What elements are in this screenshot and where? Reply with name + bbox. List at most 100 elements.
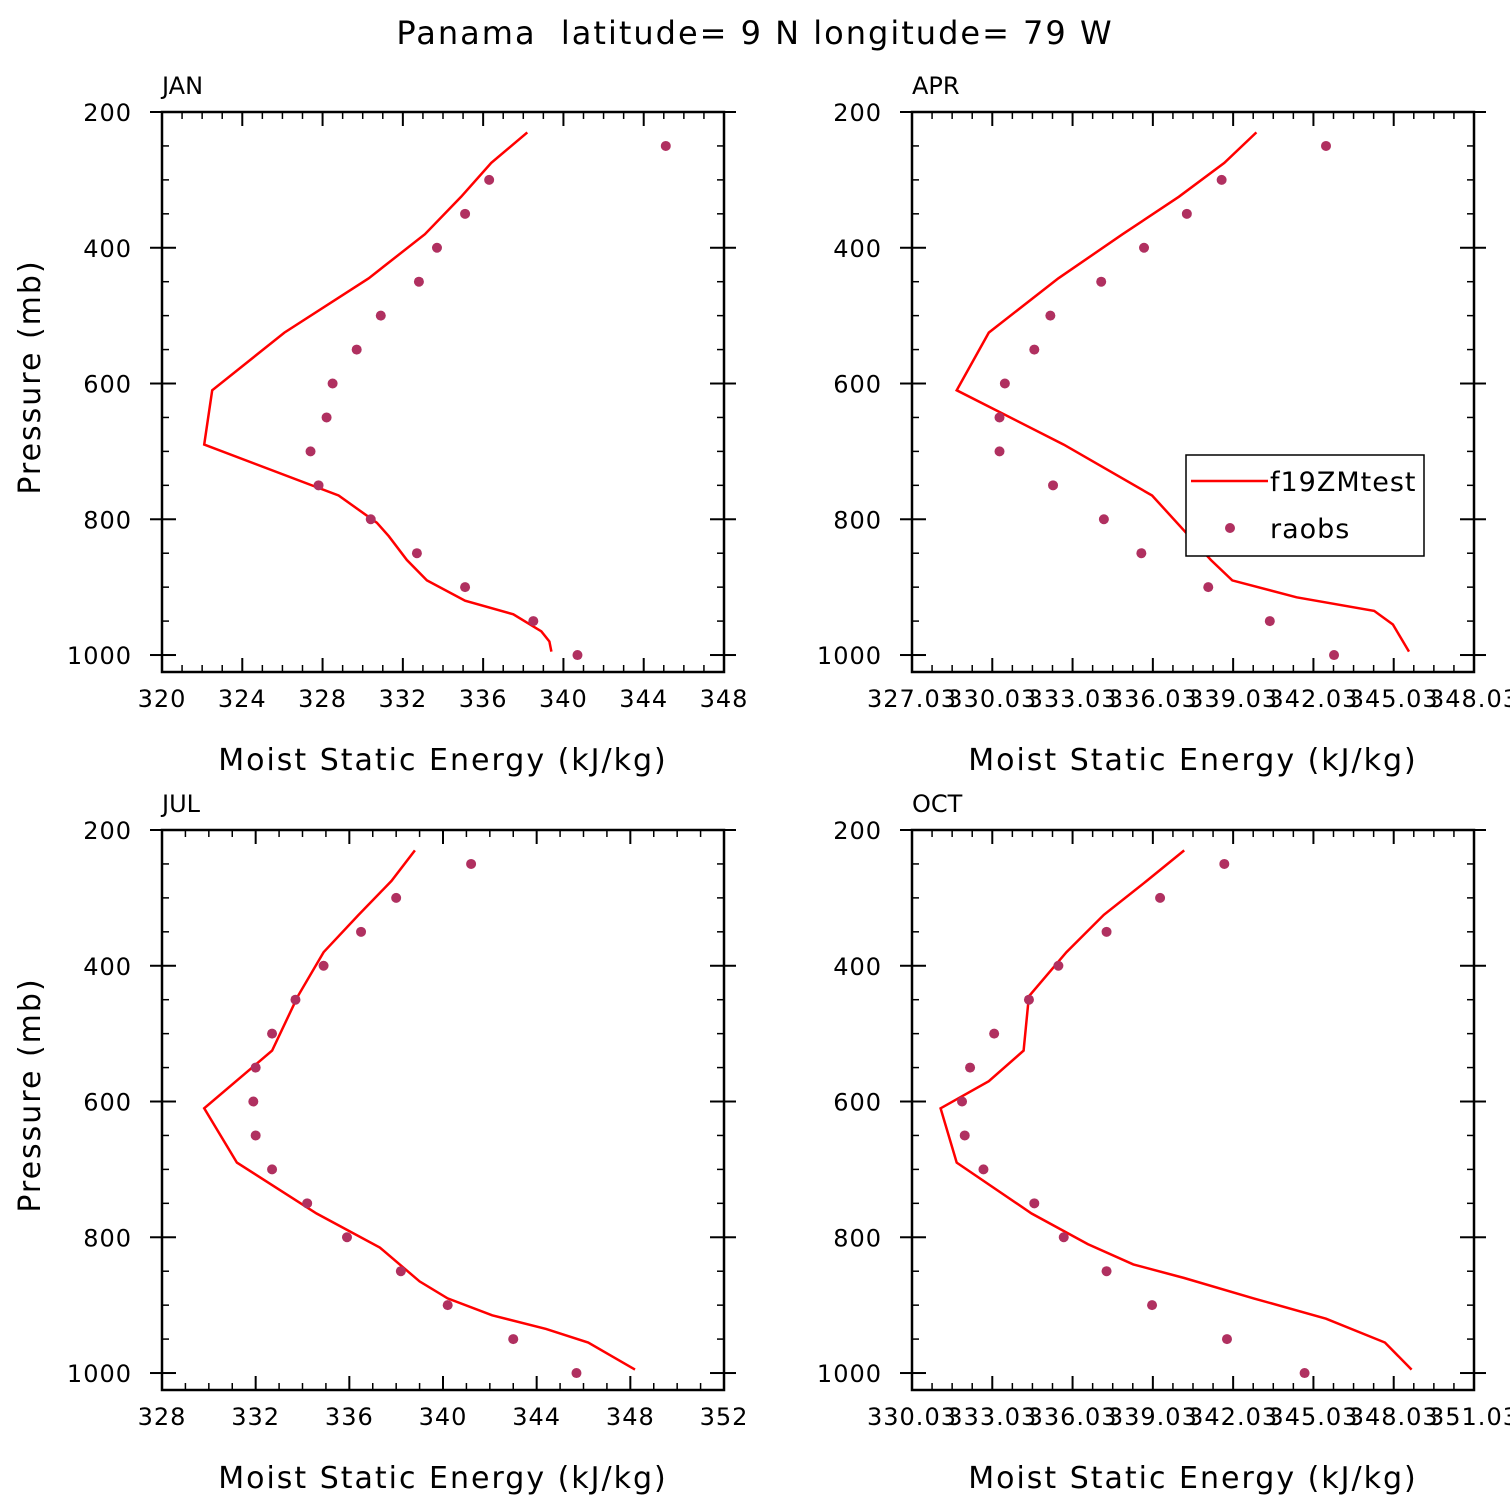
x-tick-label: 336.03 bbox=[1108, 685, 1198, 713]
y-tick-label: 400 bbox=[83, 235, 132, 263]
legend-label-model: f19ZMtest bbox=[1270, 467, 1417, 498]
x-axis-label: Moist Static Energy (kJ/kg) bbox=[218, 1461, 668, 1496]
obs-point bbox=[391, 892, 402, 903]
plot-frame bbox=[910, 828, 1476, 1392]
obs-point bbox=[460, 208, 471, 219]
obs-point bbox=[1321, 140, 1332, 151]
obs-point bbox=[442, 1300, 453, 1311]
panel-jul: 328 332 336 340 344 348 352 200 400 600 800 1000 JUL… bbox=[13, 790, 749, 1496]
x-tick-label: 342.03 bbox=[1268, 685, 1358, 713]
x-tick-label: 344 bbox=[619, 685, 668, 713]
y-tick-label: 200 bbox=[833, 817, 882, 845]
y-tick-label: 800 bbox=[833, 1224, 882, 1252]
x-axis-label: Moist Static Energy (kJ/kg) bbox=[218, 743, 668, 778]
x-tick-label: 330.03 bbox=[867, 1403, 957, 1431]
x-tick-label: 328 bbox=[298, 685, 347, 713]
obs-point bbox=[267, 1164, 278, 1175]
obs-point bbox=[660, 140, 671, 151]
obs-point bbox=[365, 514, 376, 525]
y-tick-label: 800 bbox=[833, 506, 882, 534]
obs-point bbox=[999, 378, 1010, 389]
y-tick-label: 400 bbox=[83, 953, 132, 981]
legend-dot-swatch bbox=[1225, 523, 1235, 533]
obs-point bbox=[321, 412, 332, 423]
series-line-f19ZMtest bbox=[202, 849, 636, 1371]
x-tick-label: 342.03 bbox=[1188, 1403, 1278, 1431]
obs-point bbox=[413, 276, 424, 287]
y-tick-label: 600 bbox=[83, 371, 132, 399]
y-tick-label: 200 bbox=[83, 99, 132, 127]
x-tick-label: 324 bbox=[218, 685, 267, 713]
x-tick-label: 339.03 bbox=[1108, 1403, 1198, 1431]
y-tick-label: 400 bbox=[833, 953, 882, 981]
x-tick-label: 332 bbox=[378, 685, 427, 713]
obs-point bbox=[1101, 926, 1112, 937]
plot-frame bbox=[910, 110, 1476, 674]
y-tick-label: 600 bbox=[83, 1089, 132, 1117]
obs-point bbox=[1023, 994, 1034, 1005]
x-axis-label: Moist Static Energy (kJ/kg) bbox=[968, 743, 1418, 778]
obs-point bbox=[1155, 892, 1166, 903]
obs-point bbox=[1219, 858, 1230, 869]
x-axis-label: Moist Static Energy (kJ/kg) bbox=[968, 1461, 1418, 1496]
obs-point bbox=[1101, 1266, 1112, 1277]
x-tick-label: 333.03 bbox=[947, 1403, 1037, 1431]
panel-oct: 330.03333.03336.03339.03342.03345.03348.… bbox=[817, 790, 1510, 1496]
series-line-f19ZMtest bbox=[954, 131, 1411, 653]
obs-point bbox=[1136, 548, 1147, 559]
obs-point bbox=[1181, 208, 1192, 219]
obs-point bbox=[572, 650, 583, 661]
panel-apr: 327.03330.03333.03336.03339.03342.03345.… bbox=[817, 72, 1510, 778]
y-tick-label: 400 bbox=[833, 235, 882, 263]
obs-point bbox=[351, 344, 362, 355]
obs-point bbox=[395, 1266, 406, 1277]
panel-jan: 320 324 328 332 336 340 344 348 200 400 600 800 1000… bbox=[13, 72, 747, 778]
series-line-f19ZMtest bbox=[939, 849, 1413, 1371]
x-tick-label: 330.03 bbox=[947, 685, 1037, 713]
y-tick-label: 1000 bbox=[817, 1360, 882, 1388]
obs-point bbox=[356, 926, 367, 937]
x-tick-label: 345.03 bbox=[1268, 1403, 1358, 1431]
obs-point bbox=[1299, 1368, 1310, 1379]
obs-point bbox=[250, 1062, 261, 1073]
series-line-f19ZMtest bbox=[202, 131, 553, 652]
x-tick-label: 339.03 bbox=[1188, 685, 1278, 713]
obs-point bbox=[1058, 1232, 1069, 1243]
y-tick-label: 600 bbox=[833, 1089, 882, 1117]
x-tick-label: 336 bbox=[459, 685, 508, 713]
y-tick-label: 600 bbox=[833, 371, 882, 399]
obs-point bbox=[466, 858, 477, 869]
x-tick-label: 328 bbox=[138, 1403, 187, 1431]
obs-point bbox=[484, 174, 495, 185]
x-tick-label: 333.03 bbox=[1028, 685, 1118, 713]
obs-point bbox=[1045, 310, 1056, 321]
obs-point bbox=[248, 1096, 259, 1107]
obs-point bbox=[1098, 514, 1109, 525]
x-tick-label: 332 bbox=[231, 1403, 280, 1431]
obs-point bbox=[313, 480, 324, 491]
obs-point bbox=[250, 1130, 261, 1141]
panel-title: APR bbox=[912, 72, 960, 100]
obs-point bbox=[989, 1028, 1000, 1039]
x-tick-label: 348.03 bbox=[1429, 685, 1510, 713]
obs-point bbox=[978, 1164, 989, 1175]
x-tick-label: 320 bbox=[138, 685, 187, 713]
y-tick-label: 800 bbox=[83, 1224, 132, 1252]
obs-point bbox=[994, 446, 1005, 457]
x-tick-label: 345.03 bbox=[1349, 685, 1439, 713]
x-tick-label: 352 bbox=[700, 1403, 749, 1431]
y-tick-label: 200 bbox=[833, 99, 882, 127]
obs-point bbox=[1029, 344, 1040, 355]
obs-point bbox=[508, 1334, 519, 1345]
y-axis-label: Pressure (mb) bbox=[13, 977, 48, 1212]
obs-point bbox=[1096, 276, 1107, 287]
obs-point bbox=[1216, 174, 1227, 185]
obs-point bbox=[318, 960, 329, 971]
x-tick-label: 336.03 bbox=[1028, 1403, 1118, 1431]
x-tick-label: 351.03 bbox=[1429, 1403, 1510, 1431]
obs-point bbox=[305, 446, 316, 457]
legend: f19ZMtest raobs bbox=[1185, 454, 1425, 557]
y-tick-label: 1000 bbox=[817, 642, 882, 670]
panel-title: OCT bbox=[912, 790, 963, 818]
legend-label-obs: raobs bbox=[1270, 514, 1350, 545]
